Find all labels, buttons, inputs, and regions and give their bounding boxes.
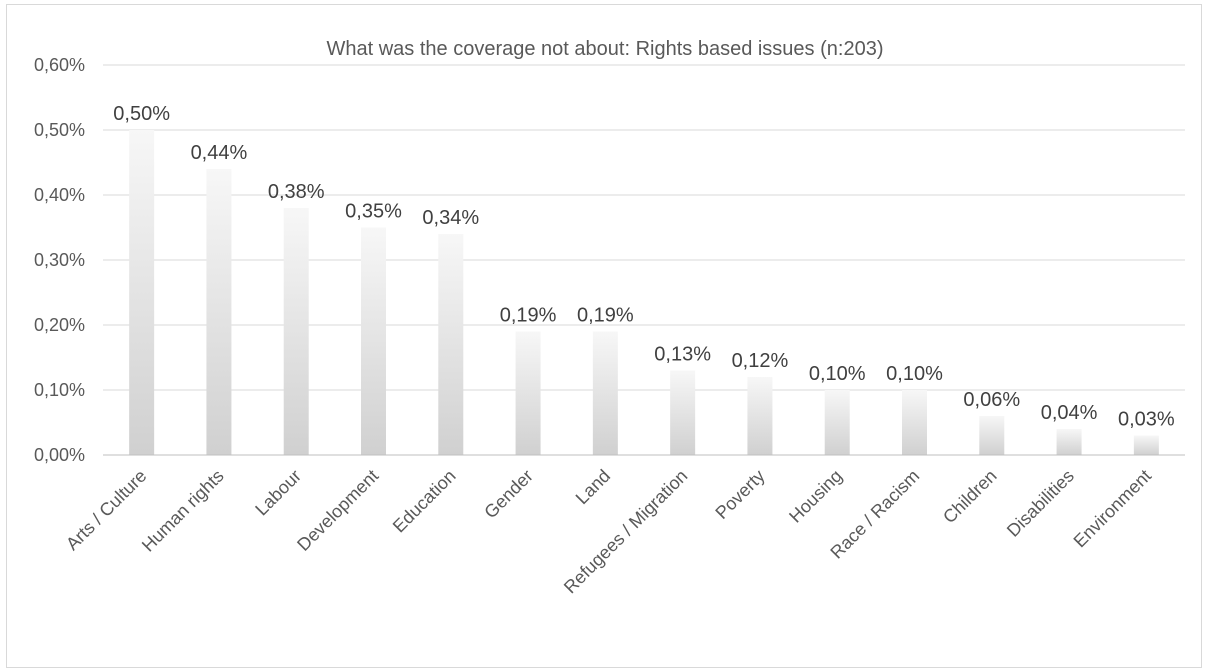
y-tick-label: 0,50%: [34, 120, 85, 140]
data-label: 0,44%: [191, 142, 248, 164]
data-label: 0,34%: [422, 207, 479, 229]
data-label: 0,19%: [500, 305, 557, 327]
category-label: Environment: [1070, 466, 1156, 552]
bar: [592, 331, 618, 455]
category-label: Poverty: [711, 466, 768, 523]
category-label: Human rights: [138, 466, 228, 556]
category-label: Housing: [785, 466, 846, 527]
data-labels: 0,50% 0,44% 0,38% 0,35% 0,34% 0,19% 0,19% 0,13%…: [113, 103, 1175, 431]
bars: [129, 130, 1159, 455]
y-tick-label: 0,20%: [34, 315, 85, 335]
category-label: Gender: [480, 466, 537, 523]
category-label: Disabilities: [1003, 466, 1078, 541]
bar: [438, 234, 464, 455]
data-label: 0,35%: [345, 201, 402, 223]
bar: [361, 227, 386, 455]
bar: [747, 377, 773, 455]
bar: [1056, 429, 1082, 455]
y-tick-label: 0,30%: [34, 250, 85, 270]
data-label: 0,13%: [654, 344, 711, 366]
category-label: Labour: [251, 466, 305, 520]
bar: [902, 390, 927, 455]
y-tick-label: 0,00%: [34, 445, 85, 465]
data-label: 0,03%: [1118, 409, 1175, 431]
data-label: 0,38%: [268, 181, 325, 203]
category-label: Development: [293, 466, 382, 555]
data-label: 0,10%: [809, 363, 866, 385]
category-label: Education: [389, 466, 460, 537]
bar: [129, 130, 155, 455]
data-label: 0,04%: [1041, 402, 1098, 424]
bar: [1133, 435, 1159, 455]
data-label: 0,19%: [577, 305, 634, 327]
bar: [670, 370, 696, 455]
gridlines: [103, 64, 1185, 391]
bar: [824, 390, 850, 455]
chart-title: What was the coverage not about: Rights …: [327, 38, 884, 60]
y-tick-label: 0,40%: [34, 185, 85, 205]
data-label: 0,10%: [886, 363, 943, 385]
bar: [283, 208, 309, 455]
category-label: Land: [572, 466, 614, 508]
data-label: 0,06%: [963, 389, 1020, 411]
y-tick-label: 0,60%: [34, 55, 85, 75]
bar-chart: What was the coverage not about: Rights …: [34, 38, 1185, 598]
y-axis-ticks: 0,00% 0,10% 0,20% 0,30% 0,40% 0,50% 0,60%: [34, 55, 85, 465]
data-label: 0,50%: [113, 103, 170, 125]
bar: [979, 416, 1005, 455]
data-label: 0,12%: [732, 350, 789, 372]
category-label: Children: [939, 466, 1001, 528]
bar: [515, 331, 541, 455]
y-tick-label: 0,10%: [34, 380, 85, 400]
chart-area: What was the coverage not about: Rights …: [6, 4, 1202, 668]
bar: [206, 169, 232, 455]
